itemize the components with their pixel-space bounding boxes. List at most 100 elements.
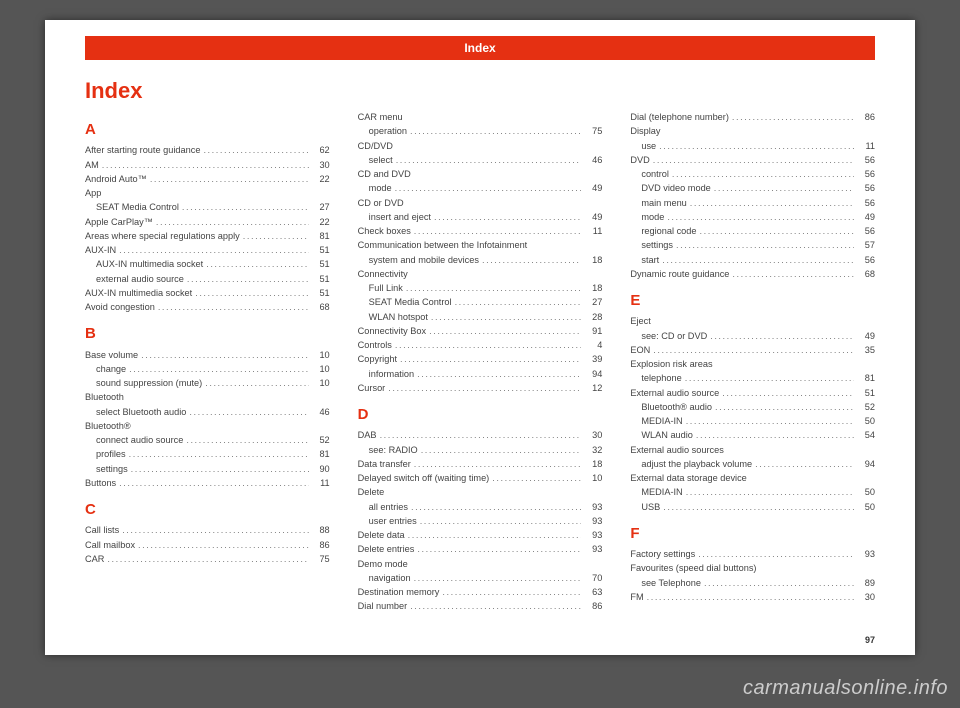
entry-label: profiles — [96, 447, 126, 461]
entry-dots — [138, 538, 309, 552]
entry-page: 62 — [312, 143, 330, 157]
entry-label: SEAT Media Control — [369, 295, 452, 309]
entry-label: Call mailbox — [85, 538, 135, 552]
entry-dots — [696, 428, 854, 442]
entry-dots — [732, 110, 854, 124]
index-entry: Dial (telephone number)86 — [630, 110, 875, 124]
entry-dots — [686, 414, 854, 428]
entry-label: select — [369, 153, 393, 167]
entry-page: 75 — [312, 552, 330, 566]
index-entry: all entries93 — [358, 500, 603, 514]
entry-page: 70 — [584, 571, 602, 585]
entry-label: user entries — [369, 514, 417, 528]
entry-page: 75 — [584, 124, 602, 138]
entry-page: 56 — [857, 181, 875, 195]
index-entry: CAR75 — [85, 552, 330, 566]
index-column: AAfter starting route guidance62AM30Andr… — [85, 110, 330, 614]
entry-label: Data transfer — [358, 457, 411, 471]
entry-page: 51 — [857, 386, 875, 400]
entry-label: AUX-IN multimedia socket — [96, 257, 203, 271]
entry-dots — [195, 286, 308, 300]
entry-label: settings — [641, 238, 673, 252]
entry-page: 54 — [857, 428, 875, 442]
entry-label: MEDIA-IN — [641, 485, 682, 499]
entry-label: select Bluetooth audio — [96, 405, 186, 419]
entry-label: Delete entries — [358, 542, 415, 556]
entry-label: external audio source — [96, 272, 184, 286]
entry-page: 56 — [857, 196, 875, 210]
index-entry: AUX-IN multimedia socket51 — [85, 286, 330, 300]
index-entry: AM30 — [85, 158, 330, 172]
index-entry: use11 — [630, 139, 875, 153]
entry-page: 63 — [584, 585, 602, 599]
entry-page: 22 — [312, 215, 330, 229]
entry-label: insert and eject — [369, 210, 431, 224]
entry-page: 52 — [312, 433, 330, 447]
index-entry: SEAT Media Control27 — [85, 200, 330, 214]
index-heading: Delete — [358, 485, 603, 499]
entry-page: 81 — [312, 229, 330, 243]
entry-page: 49 — [857, 210, 875, 224]
entry-dots — [431, 310, 581, 324]
entry-label: Android Auto™ — [85, 172, 147, 186]
entry-label: Delayed switch off (waiting time) — [358, 471, 490, 485]
entry-label: Full Link — [369, 281, 403, 295]
entry-page: 22 — [312, 172, 330, 186]
index-heading: Connectivity — [358, 267, 603, 281]
index-entry: MEDIA-IN50 — [630, 414, 875, 428]
header-bar: Index — [85, 36, 875, 60]
watermark: carmanualsonline.info — [743, 677, 948, 700]
entry-dots — [442, 585, 581, 599]
entry-dots — [388, 381, 581, 395]
entry-label: Dial number — [358, 599, 408, 613]
index-entry: DVD video mode56 — [630, 181, 875, 195]
index-letter: C — [85, 498, 330, 521]
index-entry: user entries93 — [358, 514, 603, 528]
entry-dots — [714, 181, 854, 195]
index-entry: Data transfer18 — [358, 457, 603, 471]
index-entry: AUX-IN51 — [85, 243, 330, 257]
index-entry: navigation70 — [358, 571, 603, 585]
entry-dots — [410, 124, 581, 138]
entry-page: 93 — [584, 500, 602, 514]
entry-label: AM — [85, 158, 99, 172]
index-entry: Call mailbox86 — [85, 538, 330, 552]
entry-label: Factory settings — [630, 547, 695, 561]
entry-page: 86 — [584, 599, 602, 613]
entry-label: Avoid congestion — [85, 300, 155, 314]
entry-dots — [676, 238, 854, 252]
entry-label: AUX-IN multimedia socket — [85, 286, 192, 300]
entry-dots — [647, 590, 854, 604]
index-entry: regional code56 — [630, 224, 875, 238]
entry-page: 4 — [584, 338, 602, 352]
entry-page: 11 — [584, 224, 602, 238]
index-entry: operation75 — [358, 124, 603, 138]
entry-label: see Telephone — [641, 576, 701, 590]
index-heading: Bluetooth — [85, 390, 330, 404]
index-heading: Display — [630, 124, 875, 138]
entry-dots — [119, 476, 309, 490]
entry-page: 88 — [312, 523, 330, 537]
entry-page: 50 — [857, 500, 875, 514]
entry-label: connect audio source — [96, 433, 183, 447]
entry-label: Buttons — [85, 476, 116, 490]
entry-label: adjust the playback volume — [641, 457, 752, 471]
entry-page: 51 — [312, 272, 330, 286]
page: Index Index AAfter starting route guidan… — [45, 20, 915, 655]
index-title: Index — [85, 78, 875, 104]
index-entry: Cursor12 — [358, 381, 603, 395]
entry-label: WLAN audio — [641, 428, 693, 442]
entry-dots — [420, 514, 582, 528]
entry-dots — [107, 552, 308, 566]
index-heading: Favourites (speed dial buttons) — [630, 561, 875, 575]
index-letter: B — [85, 322, 330, 345]
entry-page: 18 — [584, 253, 602, 267]
entry-dots — [122, 523, 308, 537]
entry-dots — [755, 457, 854, 471]
entry-dots — [732, 267, 854, 281]
index-entry: Bluetooth® audio52 — [630, 400, 875, 414]
entry-page: 86 — [857, 110, 875, 124]
index-entry: Copyright39 — [358, 352, 603, 366]
entry-dots — [672, 167, 854, 181]
entry-dots — [187, 272, 309, 286]
